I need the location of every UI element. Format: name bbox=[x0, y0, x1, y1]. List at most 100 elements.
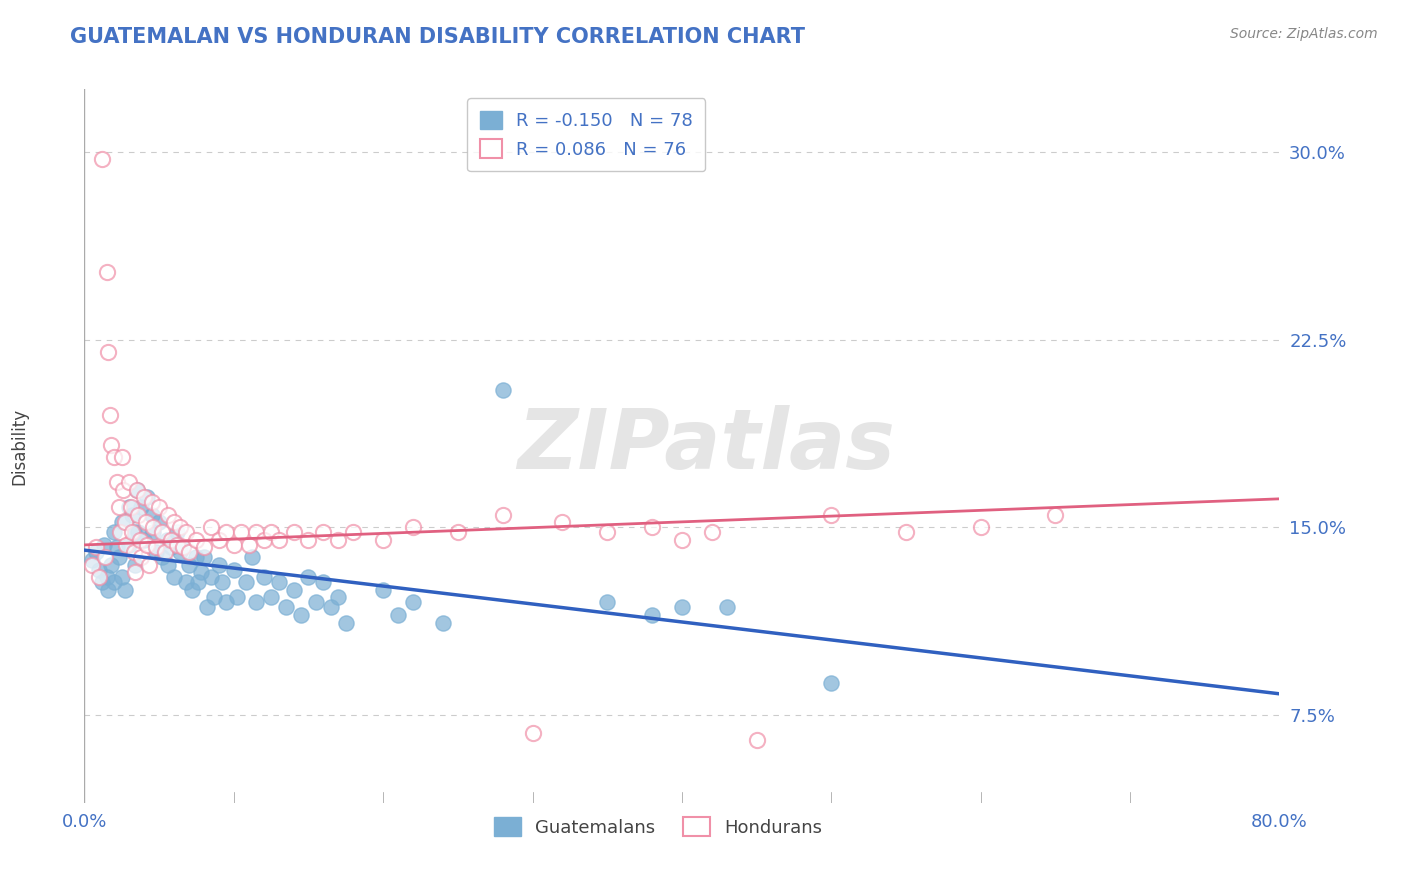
Hondurans bbox=[166, 538, 188, 552]
Guatemalans bbox=[187, 575, 209, 590]
Guatemalans bbox=[820, 675, 842, 690]
Guatemalans bbox=[335, 615, 357, 630]
Guatemalans bbox=[305, 595, 328, 609]
Hondurans bbox=[148, 500, 170, 515]
Guatemalans bbox=[103, 575, 125, 590]
Text: ZIPatlas: ZIPatlas bbox=[517, 406, 894, 486]
Guatemalans bbox=[260, 591, 283, 605]
Hondurans bbox=[186, 533, 208, 547]
Guatemalans bbox=[245, 595, 267, 609]
Hondurans bbox=[671, 533, 693, 547]
Hondurans bbox=[492, 508, 515, 522]
Hondurans bbox=[122, 545, 145, 559]
Hondurans bbox=[1045, 508, 1067, 522]
Guatemalans bbox=[145, 545, 167, 559]
Hondurans bbox=[641, 520, 664, 534]
Guatemalans bbox=[107, 550, 129, 565]
Guatemalans bbox=[492, 383, 515, 397]
Hondurans bbox=[94, 550, 117, 565]
Guatemalans bbox=[200, 570, 222, 584]
Hondurans bbox=[136, 538, 159, 552]
Guatemalans bbox=[211, 575, 233, 590]
Guatemalans bbox=[190, 566, 212, 580]
Hondurans bbox=[174, 525, 197, 540]
Hondurans bbox=[283, 525, 305, 540]
Hondurans bbox=[103, 450, 125, 465]
Hondurans bbox=[153, 545, 176, 559]
Guatemalans bbox=[132, 533, 156, 547]
Guatemalans bbox=[124, 558, 146, 572]
Guatemalans bbox=[283, 582, 305, 597]
Guatemalans bbox=[103, 525, 125, 540]
Guatemalans bbox=[253, 570, 276, 584]
Guatemalans bbox=[148, 516, 170, 530]
Guatemalans bbox=[208, 558, 231, 572]
Hondurans bbox=[596, 525, 619, 540]
Guatemalans bbox=[402, 595, 425, 609]
Guatemalans bbox=[328, 591, 350, 605]
Hondurans bbox=[120, 500, 142, 515]
Hondurans bbox=[142, 520, 165, 534]
Hondurans bbox=[328, 533, 350, 547]
Guatemalans bbox=[297, 570, 319, 584]
Legend: Guatemalans, Hondurans: Guatemalans, Hondurans bbox=[486, 810, 830, 844]
Guatemalans bbox=[235, 575, 257, 590]
Hondurans bbox=[193, 541, 215, 555]
Hondurans bbox=[135, 516, 157, 530]
Hondurans bbox=[700, 525, 723, 540]
Guatemalans bbox=[225, 591, 247, 605]
Guatemalans bbox=[169, 545, 191, 559]
Guatemalans bbox=[373, 582, 395, 597]
Hondurans bbox=[97, 345, 120, 359]
Guatemalans bbox=[716, 600, 738, 615]
Guatemalans bbox=[127, 525, 149, 540]
Guatemalans bbox=[166, 525, 188, 540]
Guatemalans bbox=[174, 575, 197, 590]
Hondurans bbox=[114, 516, 136, 530]
Hondurans bbox=[86, 541, 108, 555]
Guatemalans bbox=[596, 595, 619, 609]
Hondurans bbox=[177, 545, 200, 559]
Guatemalans bbox=[105, 541, 128, 555]
Guatemalans bbox=[136, 491, 159, 505]
Hondurans bbox=[373, 533, 395, 547]
Guatemalans bbox=[160, 541, 183, 555]
Hondurans bbox=[745, 733, 768, 747]
Hondurans bbox=[267, 533, 290, 547]
Hondurans bbox=[208, 533, 231, 547]
Hondurans bbox=[200, 520, 222, 534]
Guatemalans bbox=[186, 550, 208, 565]
Guatemalans bbox=[121, 508, 143, 522]
Hondurans bbox=[222, 538, 245, 552]
Hondurans bbox=[172, 541, 194, 555]
Guatemalans bbox=[91, 575, 114, 590]
Guatemalans bbox=[641, 607, 664, 622]
Hondurans bbox=[80, 558, 103, 572]
Guatemalans bbox=[290, 607, 312, 622]
Hondurans bbox=[105, 475, 128, 490]
Guatemalans bbox=[142, 525, 165, 540]
Guatemalans bbox=[222, 563, 245, 577]
Hondurans bbox=[163, 516, 186, 530]
Hondurans bbox=[260, 525, 283, 540]
Hondurans bbox=[342, 525, 364, 540]
Guatemalans bbox=[93, 538, 115, 552]
Guatemalans bbox=[86, 545, 108, 559]
Hondurans bbox=[115, 538, 138, 552]
Guatemalans bbox=[193, 550, 215, 565]
Guatemalans bbox=[432, 615, 454, 630]
Guatemalans bbox=[122, 525, 145, 540]
Guatemalans bbox=[155, 533, 177, 547]
Guatemalans bbox=[319, 600, 342, 615]
Hondurans bbox=[96, 265, 118, 279]
Guatemalans bbox=[387, 607, 409, 622]
Hondurans bbox=[89, 570, 111, 584]
Guatemalans bbox=[195, 600, 218, 615]
Guatemalans bbox=[141, 508, 163, 522]
Guatemalans bbox=[312, 575, 335, 590]
Guatemalans bbox=[202, 591, 225, 605]
Hondurans bbox=[447, 525, 470, 540]
Hondurans bbox=[215, 525, 238, 540]
Guatemalans bbox=[215, 595, 238, 609]
Hondurans bbox=[238, 538, 260, 552]
